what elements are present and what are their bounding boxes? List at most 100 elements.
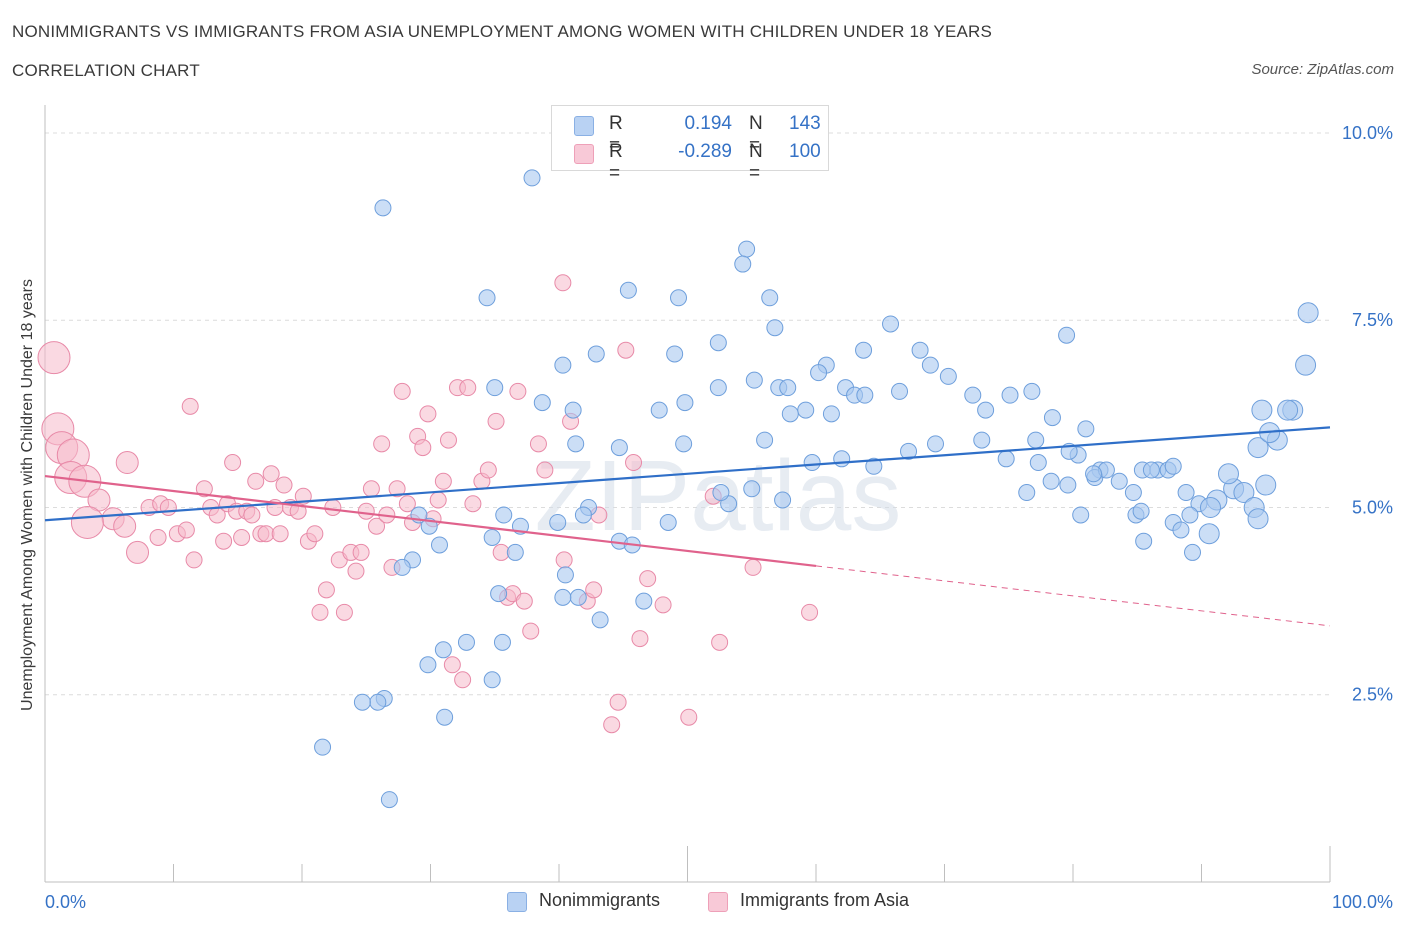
data-point [1072, 506, 1090, 524]
data-point [1295, 354, 1317, 376]
data-point [856, 386, 874, 404]
data-point [430, 536, 448, 554]
data-point [1142, 461, 1160, 479]
data-point [619, 281, 637, 299]
data-point [1085, 465, 1103, 483]
data-point [492, 543, 510, 561]
data-point [803, 454, 821, 472]
n-label: N = [749, 141, 763, 184]
data-point [549, 513, 567, 531]
data-point [434, 641, 452, 659]
data-point [675, 435, 693, 453]
swatch-immigrants-from-asia [574, 144, 594, 164]
n-label: N = [749, 113, 763, 156]
data-point [900, 442, 918, 460]
data-point [115, 451, 139, 475]
data-point [159, 498, 177, 516]
data-point [709, 379, 727, 397]
data-point [1247, 508, 1269, 530]
trend-lines [44, 426, 1331, 627]
data-point [1132, 502, 1150, 520]
data-point [625, 454, 643, 472]
n-value: 100 [789, 141, 821, 162]
data-point [1277, 399, 1299, 421]
data-point [487, 412, 505, 430]
data-point [352, 543, 370, 561]
trend-line-nonimmigrants [44, 426, 1331, 522]
data-point [997, 450, 1015, 468]
swatch-nonimmigrants [507, 892, 527, 912]
data-point [567, 435, 585, 453]
data-point [609, 693, 627, 711]
data-point [522, 622, 540, 640]
data-point [414, 439, 432, 457]
data-point [556, 566, 574, 584]
data-point [574, 506, 592, 524]
data-point [373, 435, 391, 453]
data-point [761, 289, 779, 307]
data-point [659, 513, 677, 531]
data-point [181, 397, 199, 415]
data-point [443, 656, 461, 674]
data-point [459, 379, 477, 397]
data-point [529, 435, 547, 453]
data-point [1255, 474, 1277, 496]
data-point [564, 401, 582, 419]
data-point [680, 708, 698, 726]
data-point [631, 630, 649, 648]
data-point [639, 570, 657, 588]
data-point [478, 289, 496, 307]
data-point [195, 480, 213, 498]
series-nonimmigrants [314, 169, 1319, 809]
data-point [419, 656, 437, 674]
data-point [70, 505, 104, 539]
data-point [393, 382, 411, 400]
data-point [483, 528, 501, 546]
data-point [781, 405, 799, 423]
x-tick-label: 0.0% [45, 892, 86, 912]
data-point [1023, 382, 1041, 400]
data-point [666, 345, 684, 363]
data-point [1181, 506, 1199, 524]
data-point [398, 495, 416, 513]
legend-label: Immigrants from Asia [740, 890, 910, 910]
data-point [1059, 476, 1077, 494]
data-point [185, 551, 203, 569]
y-tick-label: 7.5% [1352, 310, 1393, 330]
correlation-legend: R = 0.194 N = 143 R = -0.289 N = 100 [551, 105, 829, 184]
data-point [324, 498, 342, 516]
data-point [744, 558, 762, 576]
chart-title: NONIMMIGRANTS VS IMMIGRANTS FROM ASIA UN… [12, 22, 993, 41]
data-point [289, 502, 307, 520]
data-point [911, 341, 929, 359]
data-point [927, 435, 945, 453]
data-point [977, 401, 995, 419]
data-point [756, 431, 774, 449]
data-point [591, 611, 609, 629]
data-point [1198, 523, 1220, 545]
data-point [734, 255, 752, 273]
data-point [973, 431, 991, 449]
data-point [419, 405, 437, 423]
data-point [479, 461, 497, 479]
data-point [617, 341, 635, 359]
data-point [495, 506, 513, 524]
data-point [1029, 454, 1047, 472]
data-point [855, 341, 873, 359]
data-point [37, 341, 71, 375]
data-point [393, 558, 411, 576]
data-point [939, 367, 957, 385]
r-label: R = [609, 141, 623, 184]
data-point [506, 543, 524, 561]
r-value: 0.194 [684, 113, 732, 134]
data-point [314, 738, 332, 756]
data-point [964, 386, 982, 404]
data-point [243, 506, 261, 524]
data-point [457, 633, 475, 651]
trend-line-immigrants-from-asia [44, 474, 817, 568]
data-point [493, 633, 511, 651]
data-point [921, 356, 939, 374]
data-point [368, 517, 386, 535]
data-point [436, 708, 454, 726]
